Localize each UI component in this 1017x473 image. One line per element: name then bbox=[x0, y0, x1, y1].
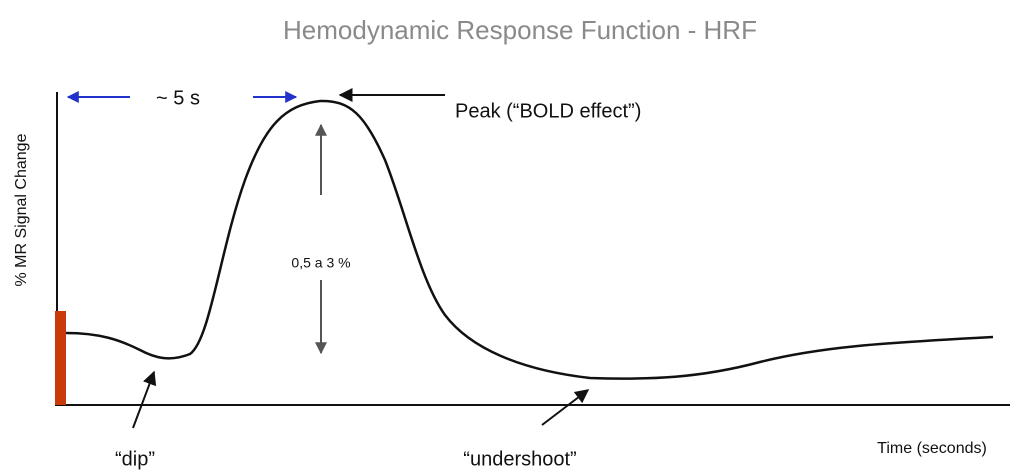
time-to-peak-label: ~ 5 s bbox=[156, 87, 200, 109]
arrow bbox=[132, 370, 157, 429]
arrow bbox=[541, 389, 590, 426]
y-axis-label: % MR Signal Change bbox=[13, 133, 30, 286]
title: Hemodynamic Response Function - HRF bbox=[283, 15, 757, 45]
dip-label: “dip” bbox=[115, 448, 155, 470]
x-axis-label: Time (seconds) bbox=[877, 440, 987, 457]
stimulus-bar bbox=[55, 311, 66, 405]
undershoot-label: “undershoot” bbox=[463, 448, 576, 470]
amplitude-label: 0,5 a 3 % bbox=[291, 255, 350, 271]
hrf-curve bbox=[65, 99, 994, 380]
peak-label: Peak (“BOLD effect”) bbox=[455, 100, 641, 122]
